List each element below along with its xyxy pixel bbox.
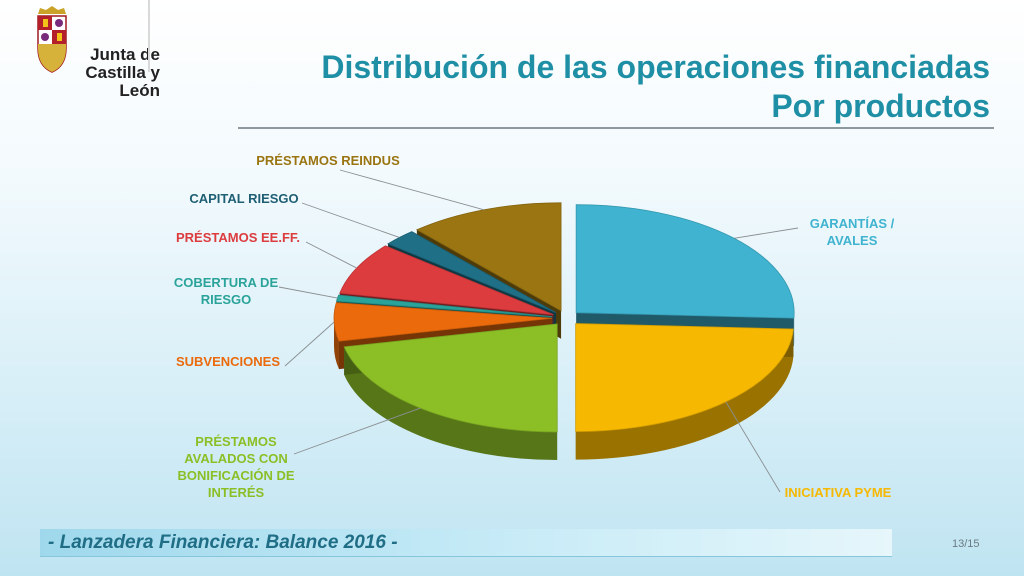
pie-slice-top [575,204,795,319]
pie-slice-top [575,323,794,432]
logo-line1: Junta de [90,45,160,64]
title-underline [238,127,994,129]
slice-label-cobertura-de-riesgo: COBERTURA DE RIESGO [174,275,279,307]
leader-line-prestamos-avalados-con-bonificacion-de-interes [293,407,421,455]
leader-line-cobertura-de-riesgo [278,286,338,299]
pie-slice-prestamos-avalados-con-bonificacion-de-interes [343,323,558,460]
slice-label-prestamos-avalados-con-bonificacion-de-interes: PRÉSTAMOS AVALADOS CON BONIFICACIÓN DE INTE… [178,434,295,500]
pie-slice-side [575,329,794,460]
logo: Junta de Castilla y León [20,4,160,100]
slice-label-capital-riesgo: CAPITAL RIESGO [189,191,298,206]
pie-slice-top [343,323,558,433]
pie-slice-top [333,302,553,342]
leader-line-subvenciones [284,321,335,367]
leader-line-capital-riesgo [301,202,400,238]
coat-of-arms-icon [37,6,67,73]
footer-text: - Lanzadera Financiera: Balance 2016 - [48,532,398,553]
pie-slice-side [344,346,558,460]
page-number: 13/15 [952,538,980,550]
title-line2: Por productos [771,88,990,124]
logo-divider [148,0,150,72]
pie-slice-top [339,245,554,316]
page-title: Distribución de las operaciones financia… [321,48,990,126]
slice-label-iniciativa-pyme: INICIATIVA PYME [785,485,892,500]
leader-line-prestamos-reindus [339,169,485,211]
leader-line-garantias-avales [734,227,799,239]
leader-line-prestamos-ee-ff [305,241,357,269]
slice-label-prestamos-reindus: PRÉSTAMOS REINDUS [256,153,400,168]
slice-label-garantias-avales: GARANTÍAS / AVALES [810,216,895,248]
logo-text: Junta de Castilla y León [76,46,160,100]
logo-line2: Castilla y León [85,63,160,100]
leader-line-iniciativa-pyme [725,401,781,493]
pie-slice-iniciativa-pyme [575,323,794,460]
slice-label-prestamos-ee-ff: PRÉSTAMOS EE.FF. [176,230,300,245]
slice-label-subvenciones: SUBVENCIONES [176,354,280,369]
title-line1: Distribución de las operaciones financia… [321,49,990,85]
pie-slice-top [415,202,562,312]
footer-bar [40,529,892,557]
